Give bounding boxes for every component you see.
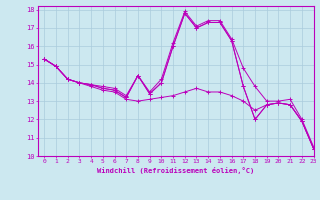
X-axis label: Windchill (Refroidissement éolien,°C): Windchill (Refroidissement éolien,°C) (97, 167, 255, 174)
